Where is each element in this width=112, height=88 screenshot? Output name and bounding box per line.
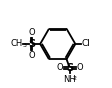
Text: CH: CH: [10, 39, 23, 48]
Text: Cl: Cl: [81, 39, 90, 48]
Text: 3: 3: [23, 43, 27, 48]
Text: NH: NH: [63, 75, 76, 84]
Text: S: S: [67, 63, 74, 73]
Text: O: O: [28, 28, 35, 37]
Text: O: O: [77, 63, 84, 72]
Text: O: O: [57, 63, 63, 72]
Text: 2: 2: [73, 76, 77, 81]
Text: O: O: [28, 51, 35, 60]
Text: S: S: [28, 39, 35, 49]
